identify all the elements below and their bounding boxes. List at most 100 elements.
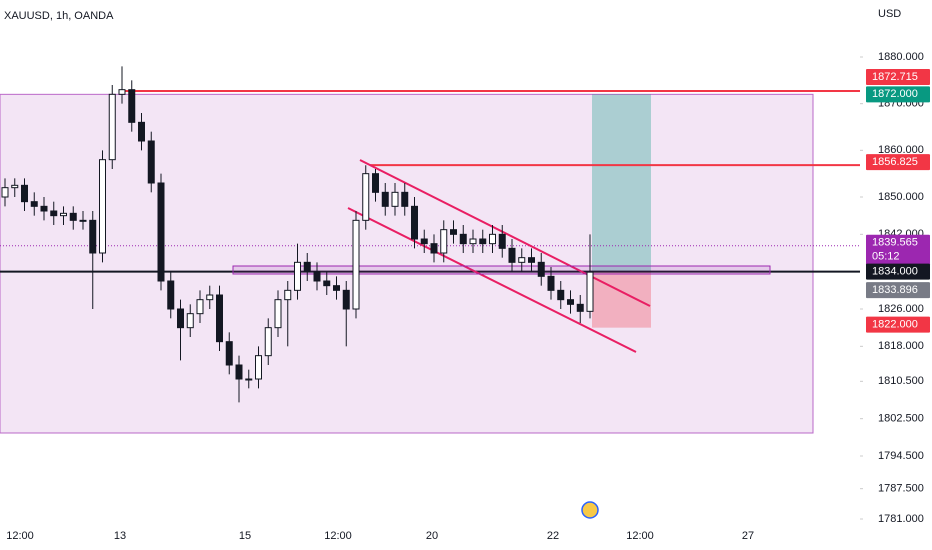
candle-body (557, 289, 565, 301)
price-tag (866, 68, 930, 85)
candle-body (518, 257, 526, 263)
candle-body (313, 271, 321, 282)
chart-title: XAUUSD, 1h, OANDA (4, 10, 114, 22)
stop-zone (592, 271, 651, 328)
candle-body (206, 294, 214, 301)
candle-body (108, 93, 116, 161)
candle-body (11, 184, 19, 189)
y-tick-label: 1787.500 (878, 483, 924, 495)
y-tick-label: 1810.500 (878, 375, 924, 387)
y-tick-label: 1802.500 (878, 413, 924, 425)
logo (581, 501, 599, 519)
candle-body (167, 280, 175, 310)
y-tick-label: 1850.000 (878, 191, 924, 203)
candle-body (225, 341, 233, 366)
y-tick-label: 1794.500 (878, 450, 924, 462)
candle-body (391, 191, 399, 207)
price-tag (866, 154, 930, 171)
price-tag-timer: 05:12 (872, 251, 900, 263)
candle-body (118, 89, 126, 95)
candle-body (89, 219, 97, 254)
price-tag (866, 263, 930, 280)
target-zone (592, 94, 651, 272)
candle-body (459, 233, 467, 245)
candle-body (99, 159, 106, 254)
price-tag-label: 1839.565 (872, 237, 918, 249)
candle-body (450, 229, 457, 235)
candle-body (255, 355, 262, 380)
x-tick-label: 27 (742, 530, 754, 542)
price-tag-label: 1872.715 (872, 71, 918, 83)
candle-body (576, 303, 584, 312)
candle-body (40, 205, 48, 212)
candle-body (21, 184, 28, 203)
x-tick-label: 22 (547, 530, 559, 542)
candle-body (352, 219, 360, 310)
candle-body (196, 299, 204, 315)
candle-body (245, 378, 253, 381)
candle-body (586, 271, 594, 312)
y-tick-label: 1860.000 (878, 144, 924, 156)
candle-body (1, 187, 9, 198)
y-tick-label: 1826.000 (878, 303, 924, 315)
drawings (0, 89, 860, 434)
y-tick-label: 1880.000 (878, 51, 924, 63)
candle-body (508, 247, 516, 263)
candle-body (489, 233, 496, 245)
price-tag-label: 1822.000 (872, 319, 918, 331)
candle-body (79, 219, 87, 222)
price-tag (866, 86, 930, 103)
candle-body (128, 89, 136, 123)
price-tag (866, 234, 930, 265)
candle-body (381, 191, 389, 207)
candle-body (138, 121, 145, 142)
candle-body (479, 238, 487, 245)
candle-body (157, 182, 165, 282)
candle-body (362, 173, 370, 221)
candle-body (50, 210, 58, 217)
candle-body (69, 212, 77, 221)
y-tick-label: 1781.000 (878, 513, 924, 525)
candle-body (30, 201, 38, 207)
x-tick-label: 15 (239, 530, 251, 542)
channel-upper (359, 159, 651, 307)
price-tag-label: 1872.000 (872, 88, 918, 100)
candle-body (60, 212, 67, 217)
price-tag-label: 1856.825 (872, 156, 918, 168)
currency: USD (878, 8, 901, 20)
y-tick-label: 1818.000 (878, 340, 924, 352)
candle-body (147, 140, 155, 184)
candle-body (440, 229, 448, 254)
candle-body (567, 299, 574, 305)
candle-body (547, 275, 555, 291)
candle-body (342, 289, 350, 310)
candle-body (401, 191, 409, 207)
candle-body (303, 261, 311, 273)
channel-lower (347, 207, 637, 353)
x-tick-label: 20 (426, 530, 438, 542)
candle-body (537, 261, 545, 277)
support-zone (232, 265, 771, 275)
x-tick-label: 12:00 (626, 530, 654, 542)
candle-body (420, 238, 428, 245)
price-tag-label: 1833.896 (872, 284, 918, 296)
candle-body (411, 205, 418, 240)
candle-body (186, 313, 194, 329)
candle-body (372, 173, 379, 193)
candle-body (333, 285, 340, 291)
candle-body (323, 280, 331, 287)
x-tick-label: 12:00 (6, 530, 34, 542)
candle-body (294, 261, 301, 291)
x-tick-label: 13 (114, 530, 126, 542)
candle-body (430, 243, 438, 254)
price-tag-label: 1834.000 (872, 266, 918, 278)
price-tag (866, 282, 930, 299)
candle-body (469, 238, 477, 245)
price-tag (866, 316, 930, 333)
candle-body (274, 299, 282, 329)
candle-body (528, 257, 535, 263)
x-tick-label: 12:00 (324, 530, 352, 542)
candle-body (284, 289, 292, 301)
range-box (0, 93, 814, 434)
